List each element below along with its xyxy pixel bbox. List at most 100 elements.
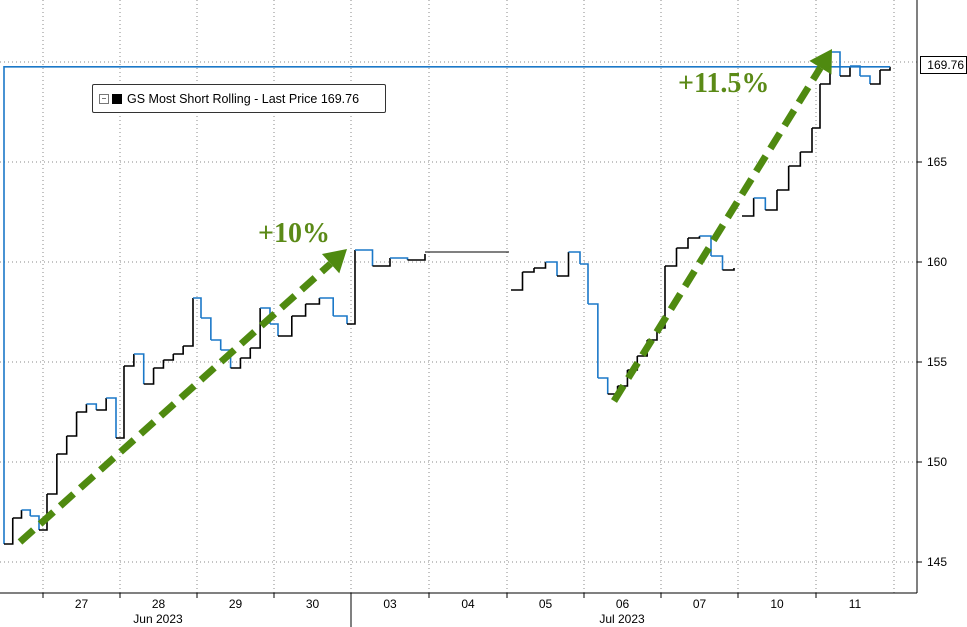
series-segment xyxy=(699,235,712,256)
series-segment xyxy=(86,403,98,410)
series-segment xyxy=(143,368,155,385)
x-month-label: Jul 2023 xyxy=(599,612,645,626)
series-segment xyxy=(333,315,348,324)
y-tick-label: 145 xyxy=(927,555,947,569)
series-segment xyxy=(880,66,891,71)
x-tick-label: 06 xyxy=(616,597,630,611)
series-segment xyxy=(588,303,599,378)
series-segment xyxy=(840,66,851,77)
series-segment xyxy=(47,454,58,495)
x-tick-label: 27 xyxy=(75,597,89,611)
series-segment xyxy=(278,316,293,337)
series-segment xyxy=(250,308,261,349)
series-segment xyxy=(557,252,570,277)
series-segment xyxy=(688,236,701,239)
series-segment xyxy=(860,75,871,84)
series-segment xyxy=(39,494,48,531)
series-segment xyxy=(676,238,689,249)
series-segment xyxy=(347,250,356,325)
legend-label: GS Most Short Rolling - Last Price 169.7… xyxy=(127,91,360,106)
series-segment xyxy=(66,412,78,437)
trend-arrow-first-shaft xyxy=(17,261,333,545)
series-segment xyxy=(830,51,841,76)
legend-expand-icon[interactable] xyxy=(99,93,109,104)
series-segment xyxy=(753,197,767,210)
trend-arrow-second-head xyxy=(809,49,832,75)
x-tick-label: 28 xyxy=(152,597,166,611)
annotation-first-gain: +10% xyxy=(258,218,330,249)
series-segment xyxy=(407,254,426,261)
x-tick-label: 10 xyxy=(770,597,784,611)
series-segment xyxy=(545,261,558,276)
series-segment xyxy=(597,377,609,394)
series-segment xyxy=(580,263,589,304)
series-segment xyxy=(163,354,175,361)
x-tick-label: 07 xyxy=(693,597,707,611)
series-segment xyxy=(319,297,335,316)
x-tick-label: 29 xyxy=(229,597,243,611)
last-price-tag: 169.76 xyxy=(920,56,967,74)
series-segment xyxy=(133,353,145,384)
series-segment xyxy=(777,166,790,191)
series-segment xyxy=(511,272,524,291)
trend-arrow-second-shaft xyxy=(611,65,824,403)
series-segment xyxy=(870,70,881,85)
series-segment xyxy=(96,398,107,411)
series-segment xyxy=(173,346,184,355)
series-segment xyxy=(56,436,68,455)
series-segment xyxy=(665,248,678,267)
series-segment xyxy=(4,518,14,545)
y-tick-label: 150 xyxy=(927,455,947,469)
series-segment xyxy=(240,348,252,359)
series-segment xyxy=(788,152,802,167)
y-tick-label: 160 xyxy=(927,255,947,269)
series-segment xyxy=(201,317,212,340)
series-segment xyxy=(106,397,117,438)
series-segment xyxy=(711,255,724,270)
series-segment xyxy=(193,297,202,318)
legend-swatch xyxy=(112,93,122,104)
series-segment xyxy=(355,249,374,266)
series-segment xyxy=(230,358,242,369)
series-segment xyxy=(742,198,755,217)
series-segment xyxy=(30,515,40,530)
series-segment xyxy=(270,323,279,336)
series-segment xyxy=(3,66,890,544)
series-segment xyxy=(534,262,547,269)
series-segment xyxy=(153,360,165,369)
y-tick-label: 165 xyxy=(927,155,947,169)
trend-arrow-first-head xyxy=(321,249,347,274)
x-axis-ticks: 27 28 29 30 03 04 05 06 07 10 11 Jun 2023 Jul 2023 xyxy=(42,593,862,626)
x-tick-label: 03 xyxy=(383,597,397,611)
chart-legend: GS Most Short Rolling - Last Price 169.7… xyxy=(92,84,386,113)
series-segment xyxy=(812,84,821,129)
series-segment xyxy=(522,268,535,273)
series-segment xyxy=(765,190,778,211)
x-tick-label: 04 xyxy=(461,597,475,611)
series-segment xyxy=(124,354,135,367)
x-tick-label: 11 xyxy=(849,597,862,611)
series-segment xyxy=(800,128,813,153)
annotation-second-gain: +11.5% xyxy=(678,68,769,99)
series-segment xyxy=(210,339,222,350)
series-segment xyxy=(12,510,23,519)
y-axis-ticks: 145 150 155 160 165 xyxy=(917,155,947,569)
series-segment xyxy=(390,257,409,260)
series-segment xyxy=(568,251,581,264)
series-segment xyxy=(372,258,391,267)
x-tick-label: 05 xyxy=(539,597,553,611)
trend-arrows xyxy=(17,49,832,545)
x-month-label: Jun 2023 xyxy=(133,612,183,626)
axes xyxy=(0,0,918,627)
series-segment xyxy=(116,366,125,439)
series-segment xyxy=(21,509,32,516)
series-segment xyxy=(291,304,307,317)
price-series xyxy=(3,51,891,545)
series-segment xyxy=(305,298,321,305)
series-segment xyxy=(76,404,88,413)
series-segment xyxy=(617,370,629,387)
y-tick-label: 155 xyxy=(927,355,947,369)
x-tick-label: 30 xyxy=(306,597,320,611)
series-segment xyxy=(722,268,735,271)
